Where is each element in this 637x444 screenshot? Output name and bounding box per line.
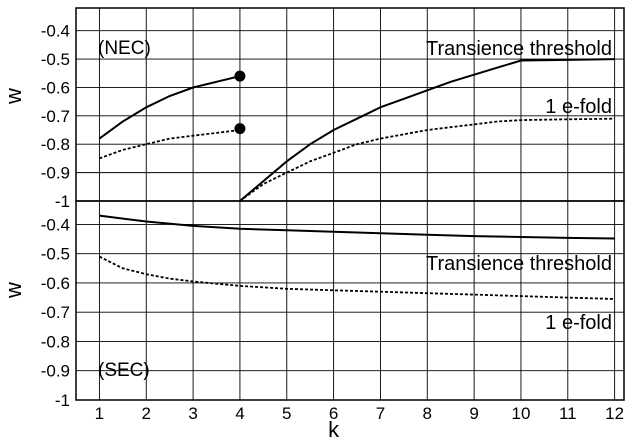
nec-y-tick-label-5: -0.9 [41,164,70,183]
sec-y-tick-label-4: -0.8 [41,332,70,351]
sec-annotation-1-e-fold: 1 e-fold [545,312,612,334]
x-tick-label-1: 2 [142,404,151,423]
x-tick-label-7: 8 [423,404,432,423]
nec-series-0-solid [98,75,241,140]
nec-y-axis-label: w [1,88,26,105]
nec-marker-1 [234,123,246,135]
x-tick-label-8: 9 [469,404,478,423]
x-tick-label-0: 1 [95,404,104,423]
nec-plot-frame [75,7,625,202]
nec-marker-0 [234,70,246,82]
sec-series-0-solid [99,214,615,240]
x-tick-label-11: 12 [605,404,624,423]
nec-annotation-1-e-fold: 1 e-fold [545,96,612,118]
nec-series-2-solid [239,58,615,202]
x-tick-label-5: 6 [329,404,338,423]
sec-y-tick-label-3: -0.7 [41,303,70,322]
sec-plot-frame [75,200,625,401]
nec-y-tick-label-2: -0.6 [41,78,70,97]
x-axis-label: k [328,417,340,439]
nec-y-tick-label-1: -0.5 [41,50,70,69]
sec-panel: -0.4-0.5-0.6-0.7-0.8-0.9-1 1 2 3 4 5 6 7 8 9 10 11… [1,200,625,442]
x-tick-label-4: 5 [282,404,291,423]
nec-annotation-transience-threshold: Transience threshold [426,38,612,60]
sec-panel-label: (SEC) [98,360,150,381]
x-tick-label-2: 3 [188,404,197,423]
sec-y-tick-label-6: -1 [55,391,70,410]
x-tick-label-9: 10 [511,404,530,423]
sec-y-axis-label: w [1,282,26,299]
x-tick-label-6: 7 [376,404,385,423]
x-tick-label-10: 11 [559,404,577,423]
nec-panel: -0.4 -0.5 -0.6 -0.7 -0.8 -0.9 -1 w (NEC) Trans… [1,7,625,211]
sec-y-tick-label-1: -0.5 [41,245,70,264]
nec-y-tick-label-4: -0.8 [41,135,70,154]
nec-y-tick-label-3: -0.7 [41,107,70,126]
sec-y-tick-label-2: -0.6 [41,274,70,293]
nec-y-tick-label-0: -0.4 [41,22,70,41]
sec-annotation-transience-threshold: Transience threshold [426,253,612,275]
nec-y-tick-label-6: -1 [55,192,70,211]
sec-series-1-dotted [98,255,615,300]
sec-y-tick-label-0: -0.4 [41,215,70,234]
nec-panel-label: (NEC) [98,38,151,59]
x-tick-label-3: 4 [235,404,244,423]
nec-series-1-dotted [99,129,241,160]
sec-y-tick-label-5: -0.9 [41,362,70,381]
